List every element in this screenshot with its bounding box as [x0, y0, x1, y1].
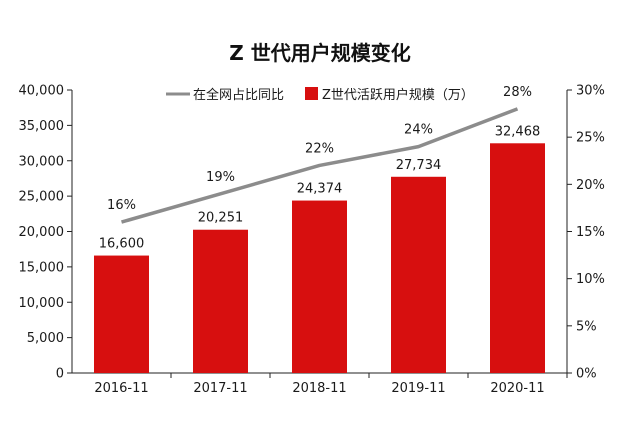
bar-labels: 16,600 20,251 24,374 27,734 32,468 — [99, 124, 541, 251]
left-tick-label: 5,000 — [27, 331, 64, 346]
bar-value-label: 16,600 — [99, 237, 145, 252]
x-tick-label: 2016-11 — [94, 381, 148, 396]
left-tick-label: 35,000 — [19, 119, 65, 134]
bar-value-label: 20,251 — [198, 211, 244, 226]
left-tick-label: 20,000 — [19, 225, 65, 240]
legend-label-users: Z世代活跃用户规模（万） — [322, 87, 474, 103]
bar-value-label: 32,468 — [495, 124, 541, 139]
bar-value-label: 27,734 — [396, 158, 442, 173]
ratio-value-label: 16% — [107, 198, 136, 213]
legend: 在全网占比同比 Z世代活跃用户规模（万） — [166, 87, 474, 103]
ratio-value-label: 19% — [206, 170, 235, 185]
left-tick-label: 15,000 — [19, 260, 65, 275]
left-tick-label: 0 — [56, 367, 64, 382]
left-tick-label: 40,000 — [19, 84, 65, 99]
right-axis-ticks: 0% 5% 10% 15% 20% 25% 30% — [567, 84, 605, 382]
x-axis-labels: 2016-11 2017-11 2018-11 2019-11 2020-11 — [94, 373, 568, 396]
bar — [490, 143, 545, 373]
bar — [292, 200, 347, 373]
left-axis-ticks: 0 5,000 10,000 15,000 20,000 25,000 30,000 35,0… — [19, 84, 72, 382]
x-tick-label: 2020-11 — [490, 381, 544, 396]
left-tick-label: 25,000 — [19, 190, 65, 205]
x-tick-label: 2018-11 — [292, 381, 346, 396]
ratio-labels: 16% 19% 22% 24% 28% — [107, 85, 532, 213]
left-tick-label: 10,000 — [19, 296, 65, 311]
bar — [391, 176, 446, 373]
ratio-line — [121, 107, 519, 224]
bar-value-label: 24,374 — [297, 182, 343, 197]
right-tick-label: 30% — [576, 84, 605, 99]
right-tick-label: 0% — [576, 367, 597, 382]
ratio-line-path — [121, 107, 519, 224]
x-tick-label: 2019-11 — [391, 381, 445, 396]
right-tick-label: 20% — [576, 178, 605, 193]
ratio-value-label: 24% — [404, 123, 433, 138]
legend-bar-swatch — [305, 87, 318, 100]
right-tick-label: 10% — [576, 272, 605, 287]
right-tick-label: 5% — [576, 319, 597, 334]
left-tick-label: 30,000 — [19, 154, 65, 169]
ratio-value-label: 22% — [305, 141, 334, 156]
right-tick-label: 15% — [576, 225, 605, 240]
right-tick-label: 25% — [576, 131, 605, 146]
chart-title: Z 世代用户规模变化 — [229, 41, 410, 65]
x-tick-label: 2017-11 — [193, 381, 247, 396]
legend-label-ratio: 在全网占比同比 — [193, 87, 284, 103]
bar — [94, 255, 149, 373]
ratio-value-label: 28% — [503, 85, 532, 100]
bars — [94, 143, 545, 373]
bar — [193, 229, 248, 373]
